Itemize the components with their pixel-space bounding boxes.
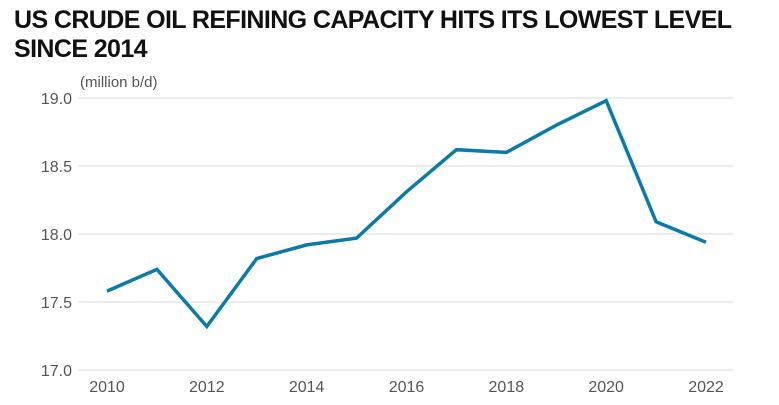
gridlines [78,97,733,371]
x-tick-label: 2016 [389,379,425,396]
y-axis-unit-label: (million b/d) [80,74,158,91]
y-tick-label: 19.0 [41,91,72,108]
x-tick-label: 2022 [688,379,724,396]
series-layer [106,98,707,330]
x-tick-label: 2010 [89,379,125,396]
y-tick-label: 18.5 [41,159,72,176]
y-tick-label: 18.0 [41,227,72,244]
series-line-0 [106,98,707,330]
x-tick-label: 2020 [588,379,624,396]
x-tick-label: 2018 [489,379,525,396]
chart-title-line-1: US CRUDE OIL REFINING CAPACITY HITS ITS … [14,6,732,34]
x-axis-ticks: 2010 2012 2014 2016 2018 2020 2022 [89,379,724,396]
x-tick-label: 2012 [189,379,225,396]
x-tick-label: 2014 [289,379,325,396]
y-tick-label: 17.5 [41,295,72,312]
chart-title-line-2: SINCE 2014 [14,35,148,63]
y-tick-label: 17.0 [41,363,72,380]
chart-title: US CRUDE OIL REFINING CAPACITY HITS ITS … [14,6,774,64]
y-axis-ticks: 17.0 17.5 18.0 18.5 19.0 [41,91,72,380]
